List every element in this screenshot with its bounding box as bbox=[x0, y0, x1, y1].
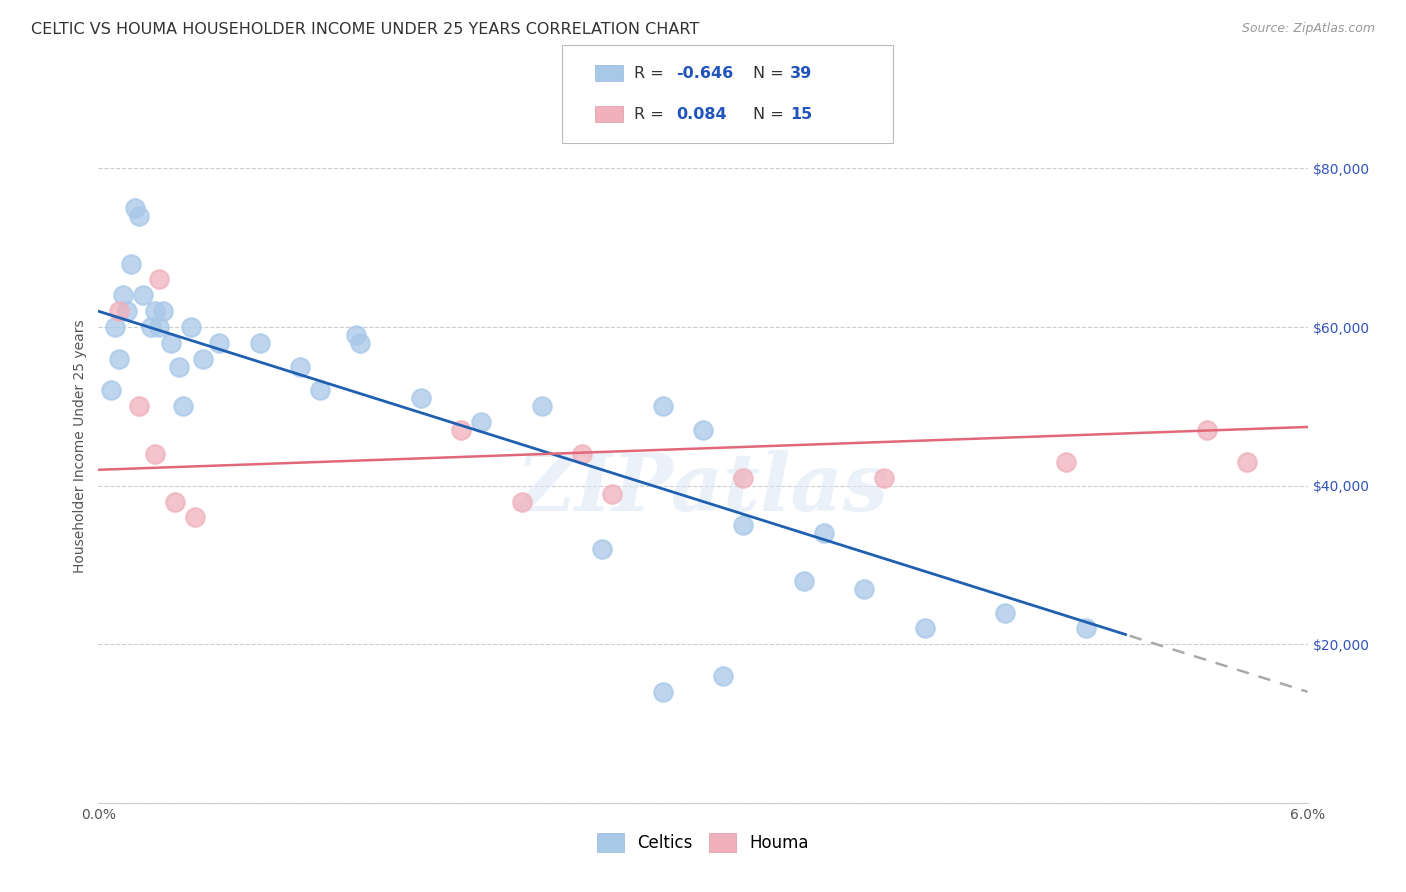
Point bbox=[591, 542, 613, 557]
Point bbox=[128, 209, 150, 223]
Point bbox=[571, 447, 593, 461]
Point bbox=[853, 582, 876, 596]
Text: R =: R = bbox=[634, 107, 673, 121]
Point bbox=[602, 486, 624, 500]
Point bbox=[172, 400, 194, 414]
Point bbox=[1195, 423, 1218, 437]
Point bbox=[143, 304, 166, 318]
Point bbox=[1054, 455, 1077, 469]
Point bbox=[193, 351, 215, 366]
Point bbox=[288, 359, 311, 374]
Point bbox=[692, 423, 714, 437]
Point bbox=[100, 384, 122, 398]
Text: 0.084: 0.084 bbox=[676, 107, 727, 121]
Point bbox=[309, 384, 332, 398]
Point bbox=[530, 400, 553, 414]
Point bbox=[1074, 621, 1097, 635]
Point bbox=[651, 400, 673, 414]
Point bbox=[1236, 455, 1258, 469]
Point bbox=[711, 669, 734, 683]
Text: Source: ZipAtlas.com: Source: ZipAtlas.com bbox=[1241, 22, 1375, 36]
Text: CELTIC VS HOUMA HOUSEHOLDER INCOME UNDER 25 YEARS CORRELATION CHART: CELTIC VS HOUMA HOUSEHOLDER INCOME UNDER… bbox=[31, 22, 699, 37]
Point bbox=[167, 359, 190, 374]
Point bbox=[124, 201, 146, 215]
Point bbox=[111, 288, 134, 302]
Point bbox=[180, 320, 202, 334]
Point bbox=[160, 335, 183, 350]
Point bbox=[994, 606, 1017, 620]
Y-axis label: Householder Income Under 25 years: Householder Income Under 25 years bbox=[73, 319, 87, 573]
Point bbox=[163, 494, 186, 508]
Point bbox=[120, 257, 142, 271]
Point bbox=[450, 423, 472, 437]
Point bbox=[152, 304, 174, 318]
Point bbox=[132, 288, 155, 302]
Point bbox=[733, 518, 755, 533]
Point bbox=[651, 685, 673, 699]
Legend: Celtics, Houma: Celtics, Houma bbox=[591, 826, 815, 859]
Text: 39: 39 bbox=[790, 66, 813, 80]
Point bbox=[249, 335, 271, 350]
Point bbox=[143, 447, 166, 461]
Point bbox=[409, 392, 432, 406]
Text: -0.646: -0.646 bbox=[676, 66, 734, 80]
Point bbox=[914, 621, 936, 635]
Point bbox=[139, 320, 162, 334]
Point bbox=[107, 304, 129, 318]
Point bbox=[148, 320, 170, 334]
Point bbox=[184, 510, 207, 524]
Point bbox=[344, 328, 367, 343]
Point bbox=[793, 574, 815, 588]
Point bbox=[128, 400, 150, 414]
Point bbox=[115, 304, 138, 318]
Point bbox=[148, 272, 170, 286]
Point bbox=[813, 526, 835, 541]
Text: N =: N = bbox=[754, 66, 789, 80]
Text: ZIPatlas: ZIPatlas bbox=[517, 450, 889, 527]
Text: R =: R = bbox=[634, 66, 669, 80]
Point bbox=[873, 471, 896, 485]
Point bbox=[470, 415, 492, 429]
Point bbox=[510, 494, 533, 508]
Point bbox=[349, 335, 371, 350]
Point bbox=[107, 351, 129, 366]
Point bbox=[103, 320, 125, 334]
Text: N =: N = bbox=[754, 107, 789, 121]
Point bbox=[208, 335, 231, 350]
Point bbox=[733, 471, 755, 485]
Text: 15: 15 bbox=[790, 107, 813, 121]
